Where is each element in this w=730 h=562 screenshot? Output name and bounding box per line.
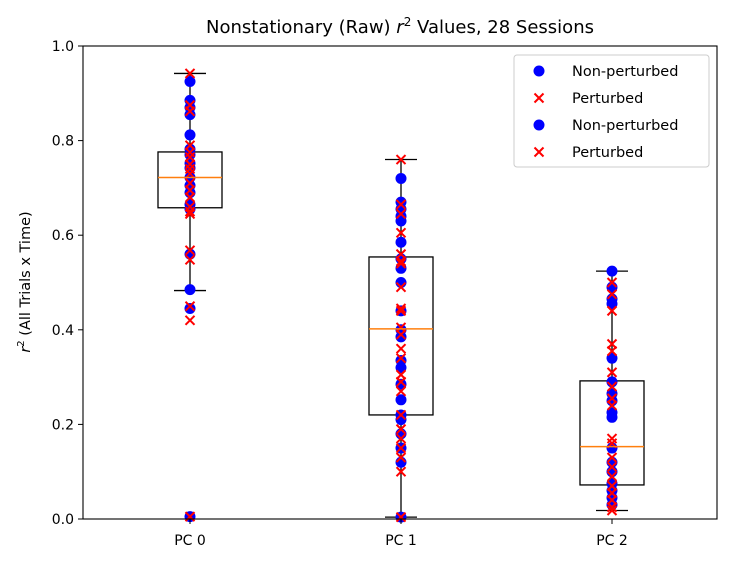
- series-perturbed: [184, 68, 618, 523]
- point-nonperturbed: [184, 303, 196, 315]
- legend-label: Non-perturbed: [572, 64, 678, 80]
- legend-marker-x: [533, 146, 545, 158]
- point-nonperturbed: [395, 378, 407, 390]
- y-tick-label: 0.6: [52, 228, 74, 244]
- legend-label: Perturbed: [572, 91, 643, 107]
- point-perturbed: [184, 254, 196, 266]
- point-nonperturbed: [184, 109, 196, 121]
- point-perturbed: [395, 343, 407, 354]
- point-perturbed: [395, 452, 407, 463]
- point-nonperturbed: [606, 411, 618, 423]
- point-perturbed: [606, 277, 618, 288]
- x-tick-label: PC 0: [174, 533, 206, 549]
- point-perturbed: [395, 466, 407, 477]
- point-perturbed: [395, 208, 407, 220]
- point-perturbed: [184, 168, 196, 179]
- point-perturbed: [606, 433, 618, 444]
- point-perturbed: [606, 452, 618, 463]
- point-perturbed: [395, 386, 407, 397]
- legend-label: Non-perturbed: [572, 118, 678, 134]
- point-nonperturbed: [184, 75, 196, 87]
- point-perturbed: [184, 315, 196, 326]
- point-perturbed: [395, 256, 407, 267]
- point-perturbed: [395, 329, 407, 340]
- y-tick-label: 1.0: [52, 39, 74, 55]
- y-axis-label: r2 (All Trials x Time): [16, 211, 34, 352]
- point-nonperturbed: [395, 215, 407, 227]
- point-perturbed: [606, 400, 618, 411]
- point-perturbed: [395, 352, 407, 364]
- point-perturbed: [395, 433, 407, 444]
- point-nonperturbed: [184, 149, 196, 161]
- point-nonperturbed: [606, 298, 618, 310]
- point-perturbed: [395, 199, 407, 210]
- point-nonperturbed: [184, 129, 196, 141]
- point-perturbed: [395, 154, 407, 165]
- point-perturbed: [606, 305, 618, 317]
- plot-area: [157, 68, 645, 523]
- point-perturbed: [606, 501, 618, 513]
- x-tick-label: PC 2: [596, 533, 628, 549]
- y-tick-label: 0.0: [52, 512, 74, 528]
- point-nonperturbed: [395, 394, 407, 406]
- point-perturbed: [606, 505, 618, 516]
- point-perturbed: [184, 245, 196, 256]
- point-nonperturbed: [606, 265, 618, 277]
- point-perturbed: [395, 409, 407, 421]
- point-perturbed: [395, 423, 407, 435]
- legend-marker-x: [533, 92, 545, 104]
- point-nonperturbed: [184, 284, 196, 296]
- point-perturbed: [184, 208, 196, 220]
- point-perturbed: [184, 206, 196, 217]
- legend-box: [513, 54, 710, 168]
- axes-frame: [82, 45, 718, 520]
- chart-title: Nonstationary (Raw) r2 Values, 28 Sessio…: [206, 15, 594, 38]
- point-perturbed: [395, 303, 407, 314]
- point-perturbed: [395, 282, 407, 293]
- point-perturbed: [184, 192, 196, 203]
- point-perturbed: [395, 442, 407, 454]
- point-perturbed: [184, 68, 196, 79]
- point-perturbed: [184, 300, 196, 312]
- point-nonperturbed: [606, 352, 618, 364]
- y-tick-label: 0.8: [52, 134, 74, 150]
- point-perturbed: [395, 305, 407, 317]
- point-nonperturbed: [395, 172, 407, 184]
- point-nonperturbed: [395, 362, 407, 374]
- point-perturbed: [606, 289, 618, 300]
- point-perturbed: [606, 345, 618, 357]
- point-perturbed: [606, 367, 618, 378]
- point-perturbed: [184, 106, 196, 117]
- point-perturbed: [395, 227, 407, 239]
- legend-marker-circle: [533, 119, 545, 131]
- y-tick-label: 0.2: [52, 417, 74, 433]
- x-tick-label: PC 1: [385, 533, 417, 549]
- legend: Non-perturbed Perturbed Non-perturbed Pertu…: [513, 54, 710, 168]
- legend-marker-circle: [533, 65, 545, 77]
- point-perturbed: [606, 381, 618, 392]
- point-perturbed: [606, 461, 618, 473]
- point-nonperturbed: [395, 236, 407, 248]
- point-nonperturbed: [395, 331, 407, 343]
- y-tick-label: 0.4: [52, 323, 74, 339]
- point-perturbed: [184, 511, 196, 522]
- legend-label: Perturbed: [572, 145, 643, 161]
- point-perturbed: [395, 258, 407, 269]
- point-perturbed: [395, 376, 407, 388]
- point-perturbed: [395, 511, 407, 523]
- point-perturbed: [606, 471, 618, 482]
- axes: 0.0 0.2 0.4 0.6 0.8 1.0 PC 0 PC 1 PC 2: [52, 39, 718, 549]
